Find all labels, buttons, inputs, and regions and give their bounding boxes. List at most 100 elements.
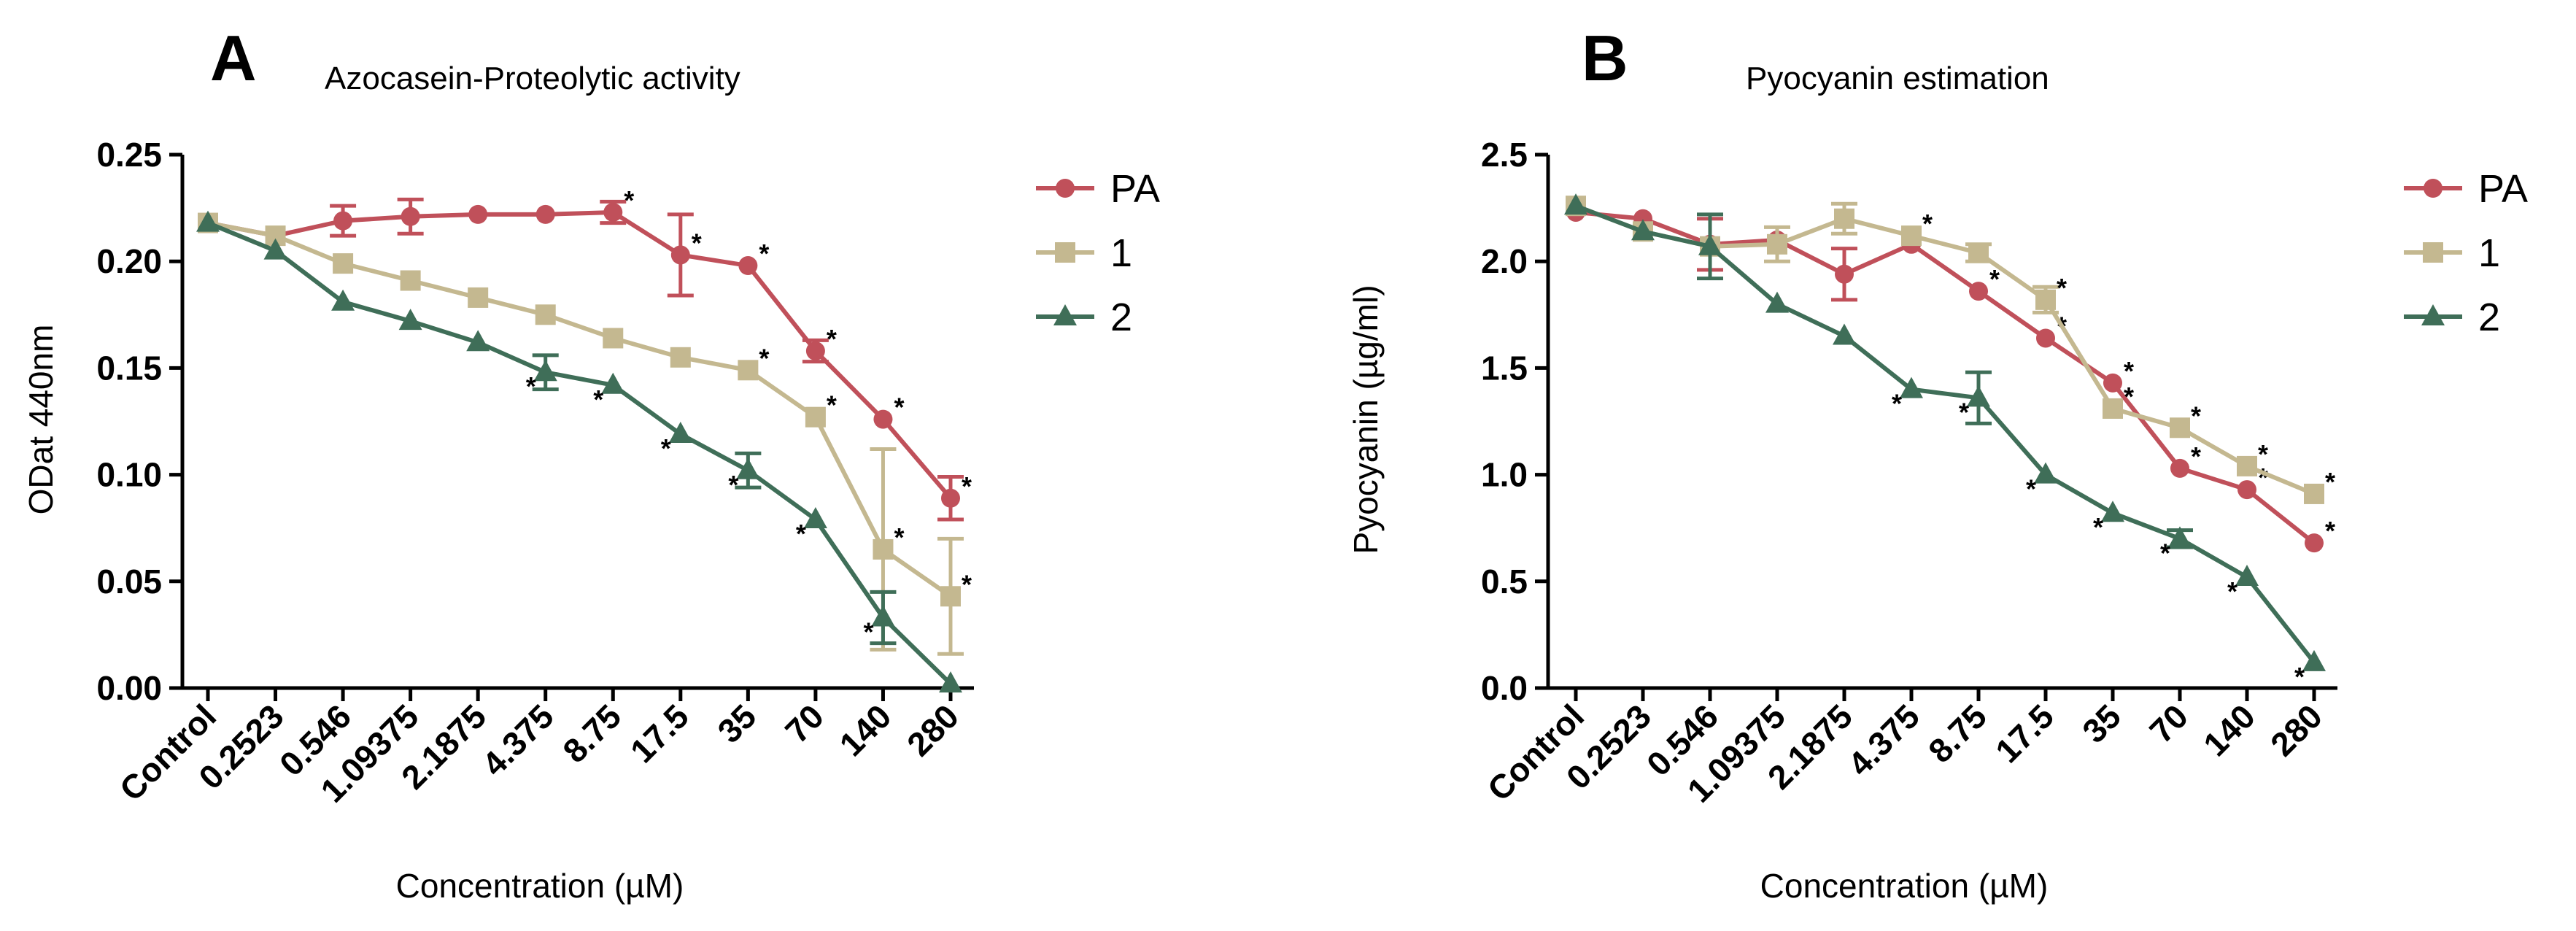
panel-b-series-2-point xyxy=(1833,323,1856,345)
panel-b-ytick-label: 0.5 xyxy=(1481,563,1528,600)
panel-a-series-1-point xyxy=(603,328,624,349)
panel-b-xlabel: Concentration (µM) xyxy=(1760,867,2049,905)
panel-b-legend-label: PA xyxy=(2478,167,2528,211)
panel-a-legend-label: 1 xyxy=(1110,231,1132,275)
panel-b-series-1-point xyxy=(1968,242,1989,263)
panel-a-series-2-point xyxy=(803,507,827,529)
panel-b-series-1-significance-mark: * xyxy=(2325,467,2335,497)
panel-b-series-2-point xyxy=(2101,501,2124,522)
panel-b-series-1-point xyxy=(2304,483,2324,504)
panel-b-series-2-point xyxy=(1967,385,1990,407)
panel-a-ytick-label: 0.10 xyxy=(96,456,162,494)
panel-a-series-1-point xyxy=(670,347,691,368)
panel-b-xtick-label: 4.375 xyxy=(1841,697,1927,783)
panel-a-series-2-significance-mark: * xyxy=(796,519,806,549)
panel-a-xtick-label: 140 xyxy=(832,697,898,763)
panel-a-series-1-significance-mark: * xyxy=(827,390,837,420)
panel-a-ytick-label: 0.15 xyxy=(96,349,162,387)
panel-b-series-1-point xyxy=(2035,289,2056,310)
panel-b-series-1-significance-mark: * xyxy=(2191,401,2201,430)
panel-a-series-2-significance-mark: * xyxy=(661,433,671,463)
panel-b-ytick-label: 1.0 xyxy=(1481,456,1528,494)
panel-a-legend-label: PA xyxy=(1110,167,1160,211)
panel-a-series-1-point xyxy=(805,406,826,428)
panel-a-series-pa-significance-mark: * xyxy=(759,239,769,269)
panel-b-series-1-point xyxy=(2237,455,2257,476)
panel-a-series-2-point xyxy=(736,457,760,479)
panel-a-legend-marker xyxy=(1056,179,1075,198)
panel-b-series-pa-significance-mark: * xyxy=(2191,441,2201,471)
panel-b-series-pa-point xyxy=(1835,264,1854,284)
panel-a-series-pa-point xyxy=(873,409,893,429)
panel-b-ytick-label: 2.0 xyxy=(1481,242,1528,280)
panel-a-legend-marker xyxy=(1055,242,1075,263)
panel-b-series-1-point xyxy=(1834,208,1854,229)
panel-a-series-1-significance-mark: * xyxy=(894,522,904,552)
panel-b-ytick-label: 2.5 xyxy=(1481,136,1528,174)
panel-b-series-2-point xyxy=(1765,291,1789,313)
panel-a-series-pa-point xyxy=(535,204,555,224)
panel-a-xtick-label: Control xyxy=(112,697,223,808)
panel-a-series-pa-significance-mark: * xyxy=(894,393,904,422)
panel-a-series-2-point xyxy=(939,671,962,693)
panel-b-series-pa-significance-mark: * xyxy=(1989,264,2000,294)
panel-b-ytick-label: 0.0 xyxy=(1481,669,1528,707)
panel-a-series-pa-point xyxy=(941,488,960,508)
panel-a-series-1-point xyxy=(400,270,421,291)
panel-a-xtick-label: 8.75 xyxy=(555,697,628,770)
panel-a-series-pa-significance-mark: * xyxy=(624,185,634,215)
panel-b-legend-label: 1 xyxy=(2478,231,2500,275)
panel-a-chart: 0.000.050.100.150.200.25Control0.25230.5… xyxy=(96,136,1160,810)
panel-a-series-2-significance-mark: * xyxy=(863,617,873,647)
panel-b-xtick-label: Control xyxy=(1480,697,1591,808)
panel-a-series-pa-point xyxy=(738,256,758,276)
panel-b-series-1-significance-mark: * xyxy=(2124,382,2134,412)
panel-b-series-2-significance-mark: * xyxy=(2294,662,2305,692)
panel-b-xtick-label: 17.5 xyxy=(1988,697,2061,770)
panel-b-series-1-significance-mark: * xyxy=(2258,439,2268,469)
panel-a-series-pa-point xyxy=(468,204,488,224)
panel-a-series-2-point xyxy=(263,238,287,260)
panel-b-series-2-significance-mark: * xyxy=(2026,474,2036,504)
panel-b-chart: 0.00.51.01.52.02.5Control0.25230.5461.09… xyxy=(1480,136,2528,810)
panel-b-series-2-significance-mark: * xyxy=(2093,512,2103,542)
panel-a-series-2-point xyxy=(871,605,895,627)
panel-b-legend-marker xyxy=(2421,304,2445,325)
panel-a-series-1-significance-mark: * xyxy=(962,569,972,599)
panel-b-series-2-significance-mark: * xyxy=(2160,538,2170,568)
panel-b-series-1-point xyxy=(1767,233,1787,255)
panel-a-series-pa-significance-mark: * xyxy=(827,324,837,354)
panel-b-xtick-label: 140 xyxy=(2196,697,2262,763)
panel-a-series-1-line xyxy=(207,220,952,598)
panel-a-series-1-point xyxy=(468,287,489,308)
panel-b-series-1-point xyxy=(2170,417,2190,439)
panel-a-series-1-point xyxy=(940,586,961,607)
panel-b-xtick-label: 280 xyxy=(2263,697,2329,763)
panel-a-ytick-label: 0.20 xyxy=(96,242,162,280)
panel-a-series-pa-significance-mark: * xyxy=(692,228,702,258)
panel-a-series-2-line xyxy=(206,220,953,686)
panel-b-title: Pyocyanin estimation xyxy=(1746,61,2049,96)
panel-a-xtick-label: 70 xyxy=(778,697,831,750)
panel-a-ytick-label: 0.25 xyxy=(96,136,162,174)
panel-b-xtick-label: 8.75 xyxy=(1921,697,1994,770)
panel-b-series-pa-point xyxy=(1969,282,1988,301)
panel-b-series-1-line xyxy=(1574,204,2316,496)
panel-a-ytick-label: 0.00 xyxy=(96,669,162,707)
panel-b-series-2-point xyxy=(1564,193,1587,215)
panel-a-letter: A xyxy=(210,22,257,94)
panel-a-xtick-label: 17.5 xyxy=(623,697,696,770)
panel-b-series-pa-point xyxy=(2036,328,2055,348)
panel-a-series-pa-point xyxy=(333,211,353,231)
panel-a-series-2-point xyxy=(668,422,692,444)
panel-a-series-2-point xyxy=(601,372,625,394)
panel-b-series-2-point xyxy=(2168,526,2192,548)
panel-a-series-1-significance-mark: * xyxy=(759,343,769,373)
panel-a-legend-marker xyxy=(1053,304,1077,325)
panel-b-series-pa-line xyxy=(1575,209,2316,545)
panel-b-series-2-point xyxy=(2034,462,2057,484)
panel-b-series-pa-point xyxy=(2305,533,2324,553)
panel-a-legend-label: 2 xyxy=(1110,295,1132,339)
panel-b-series-2-point xyxy=(2235,564,2259,586)
